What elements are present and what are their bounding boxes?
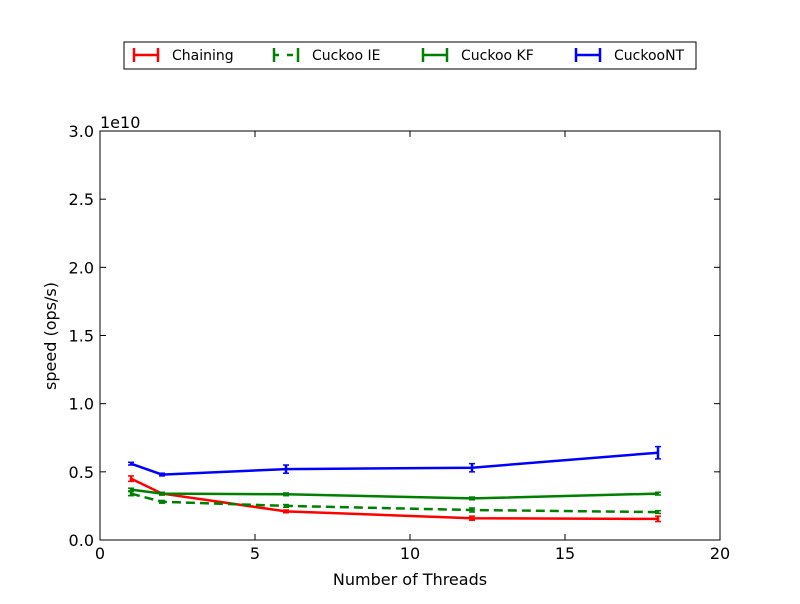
error-bar — [655, 491, 661, 496]
legend-handle — [574, 48, 602, 62]
legend-entry-cuckoont: CuckooNT — [574, 48, 685, 64]
error-bar — [283, 509, 289, 514]
error-bar — [655, 509, 661, 515]
x-axis-label: Number of Threads — [333, 570, 487, 589]
series-cuckoo-ie — [128, 490, 661, 515]
error-bar — [469, 462, 475, 473]
legend-label: Cuckoo KF — [461, 48, 534, 64]
x-tick-label: 5 — [250, 544, 260, 563]
error-bar — [128, 487, 134, 492]
y-axis-ticks: 0.0 0.5 1.0 1.5 2.0 2.5 3.0 — [69, 122, 720, 550]
legend-entry-cuckoo-kf: Cuckoo KF — [421, 48, 534, 64]
y-tick-label: 3.0 — [69, 122, 94, 141]
error-bar — [159, 491, 165, 496]
y-tick-label: 1.0 — [69, 395, 94, 414]
y-offset-label: 1e10 — [100, 113, 140, 132]
error-bar — [469, 496, 475, 501]
series-cuckoont — [128, 445, 661, 477]
plot-frame — [99, 130, 721, 541]
legend-label: CuckooNT — [614, 48, 685, 64]
error-bar — [283, 464, 289, 474]
error-bar — [469, 515, 475, 521]
legend-handle — [132, 48, 160, 62]
error-bar — [655, 445, 661, 460]
legend-handle — [421, 48, 449, 62]
y-tick-label: 0.5 — [69, 463, 94, 482]
x-tick-label: 15 — [555, 544, 575, 563]
error-bar — [159, 499, 165, 504]
y-axis-label: speed (ops/s) — [41, 282, 60, 390]
error-bar — [128, 461, 134, 466]
y-tick-label: 1.5 — [69, 327, 94, 346]
error-bar — [128, 475, 134, 483]
error-bar — [469, 507, 475, 513]
x-tick-label: 0 — [95, 544, 105, 563]
legend-entry-chaining: Chaining — [132, 48, 234, 64]
error-bar — [655, 515, 661, 523]
series-cuckoo-kf — [128, 487, 661, 501]
error-bar — [283, 492, 289, 497]
legend: Chaining Cuckoo IE Cuckoo KF CuckooNT — [123, 41, 697, 70]
x-tick-label: 20 — [710, 544, 730, 563]
y-tick-label: 2.5 — [69, 190, 94, 209]
legend-label: Chaining — [172, 48, 234, 64]
x-axis-ticks: 0 5 10 15 20 — [95, 131, 730, 563]
series-layer — [128, 445, 661, 523]
x-tick-label: 10 — [400, 544, 420, 563]
error-bar — [159, 472, 165, 477]
legend-label: Cuckoo IE — [312, 48, 381, 64]
y-tick-label: 0.0 — [69, 531, 94, 550]
y-tick-label: 2.0 — [69, 258, 94, 277]
legend-handle — [272, 48, 300, 62]
error-bar — [283, 503, 289, 509]
legend-entry-cuckoo-ie: Cuckoo IE — [272, 48, 381, 64]
